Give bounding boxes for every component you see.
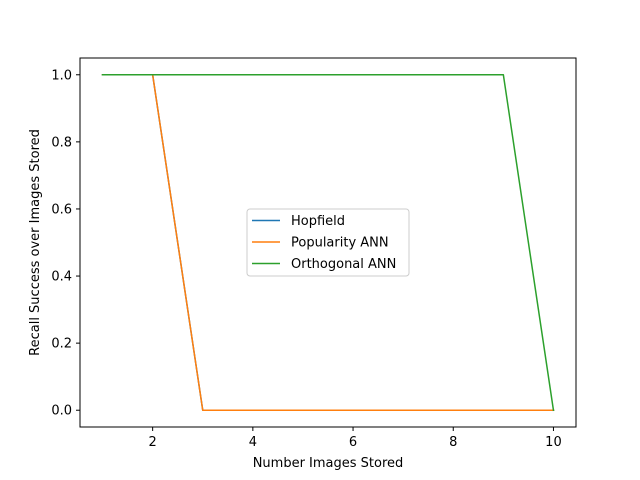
y-tick-label: 0.8	[51, 135, 72, 150]
series-line-2	[101, 74, 555, 412]
x-tick-label: 2	[149, 435, 157, 450]
series-layer	[101, 74, 555, 412]
ticks-layer: 2 4 6 8 10 0.0 0.2 0.4 0.6 0.8 1.0	[51, 68, 561, 450]
plot-frame	[79, 57, 577, 428]
x-tick-label: 8	[449, 435, 457, 450]
y-tick-label: 0.2	[51, 337, 72, 352]
y-tick-label: 0.0	[51, 404, 72, 419]
legend-box	[246, 208, 410, 277]
x-axis-label: Number Images Stored	[253, 456, 404, 471]
series-line-1	[101, 74, 555, 411]
x-tick-label: 4	[249, 435, 257, 450]
y-tick-label: 1.0	[51, 68, 72, 83]
y-axis-label: Recall Success over Images Stored	[28, 129, 43, 356]
x-tick-label: 10	[545, 435, 562, 450]
legend-label-1: Popularity ANN	[291, 236, 389, 251]
legend: Hopfield Popularity ANN Orthogonal ANN	[246, 208, 410, 277]
y-tick-label: 0.6	[51, 202, 72, 217]
x-tick-label: 6	[349, 435, 357, 450]
y-tick-label: 0.4	[51, 270, 72, 285]
legend-label-0: Hopfield	[291, 214, 345, 229]
legend-label-2: Orthogonal ANN	[291, 257, 396, 272]
